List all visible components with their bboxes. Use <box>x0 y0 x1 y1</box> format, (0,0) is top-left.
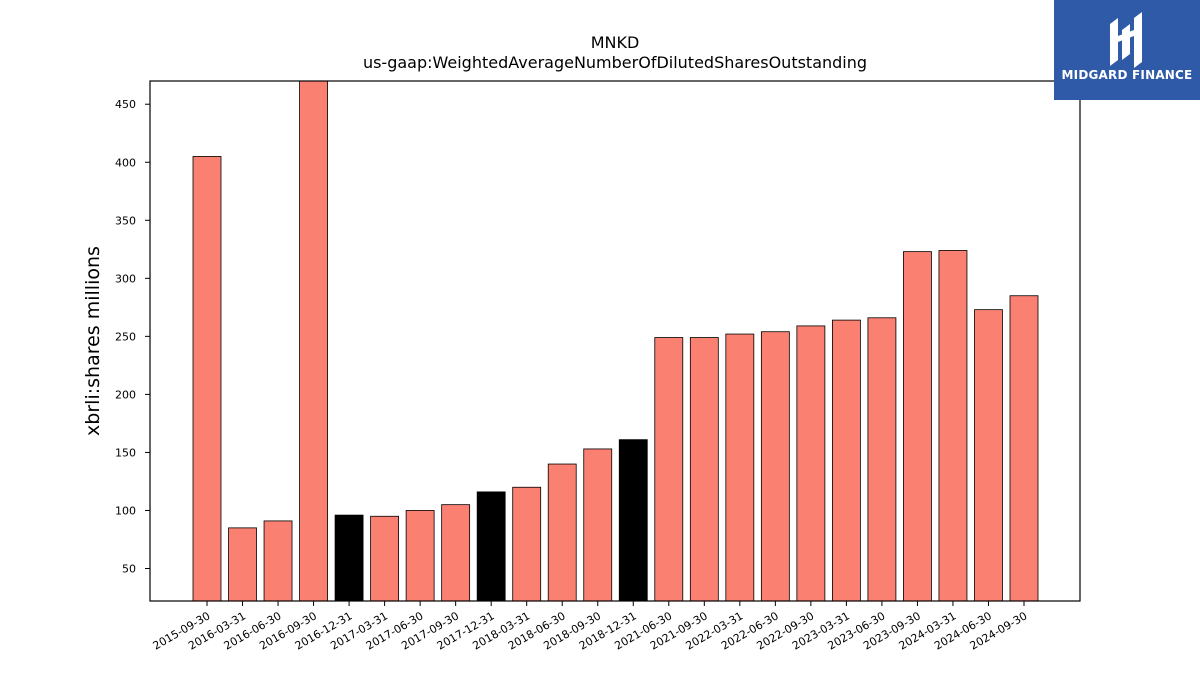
y-tick-label: 100 <box>115 504 136 517</box>
bar-2024-03-31 <box>938 250 968 602</box>
y-tick-label: 300 <box>115 272 136 285</box>
bar-2021-06-30 <box>654 337 684 602</box>
bar-2017-06-30 <box>405 510 435 602</box>
bar-2018-06-30 <box>547 463 577 602</box>
bar-2016-03-31 <box>228 527 257 602</box>
bar-2018-03-31 <box>512 486 542 602</box>
bar-2022-09-30 <box>796 325 826 602</box>
bar-2023-03-31 <box>831 319 861 602</box>
bar-2016-09-30 <box>299 80 328 602</box>
y-axis-ticks: 50 100 150 200 250 300 350 400 450 <box>115 98 150 576</box>
y-tick-label: 250 <box>115 330 136 343</box>
bar-2018-12-31 <box>618 439 648 602</box>
bar-2016-06-30 <box>263 520 293 602</box>
bar-2023-06-30 <box>867 317 897 602</box>
y-tick-label: 200 <box>115 388 136 401</box>
brand-logo: MIDGARD FINANCE <box>1054 0 1200 100</box>
bar-2017-09-30 <box>441 504 471 602</box>
y-tick-label: 150 <box>115 446 136 459</box>
y-tick-label: 400 <box>115 156 136 169</box>
bar-2016-12-31 <box>334 514 364 602</box>
bar-2017-12-31 <box>476 491 506 602</box>
midgard-logo-icon <box>1110 12 1142 68</box>
bars-group <box>192 80 1039 602</box>
y-tick-label: 350 <box>115 214 136 227</box>
y-axis-label: xbrli:shares millions <box>82 246 104 436</box>
bar-2015-09-30 <box>192 156 222 602</box>
y-tick-label: 50 <box>122 563 136 576</box>
chart-title: MNKD <box>591 33 640 52</box>
bar-2022-06-30 <box>760 331 790 602</box>
chart-subtitle: us-gaap:WeightedAverageNumberOfDilutedSh… <box>363 53 867 72</box>
bar-2023-09-30 <box>903 251 932 602</box>
brand-name: MIDGARD FINANCE <box>1061 68 1193 82</box>
bar-2022-03-31 <box>725 333 755 602</box>
y-tick-label: 450 <box>115 98 136 111</box>
bar-2021-09-30 <box>689 337 719 602</box>
x-axis-ticks: 2015-09-302016-03-312016-06-302016-09-30… <box>151 601 1030 653</box>
bar-2024-09-30 <box>1009 295 1039 602</box>
bar-2018-09-30 <box>583 448 613 602</box>
plot-frame <box>149 80 1081 602</box>
bar-2017-03-31 <box>370 515 400 602</box>
bar-2024-06-30 <box>974 309 1003 602</box>
